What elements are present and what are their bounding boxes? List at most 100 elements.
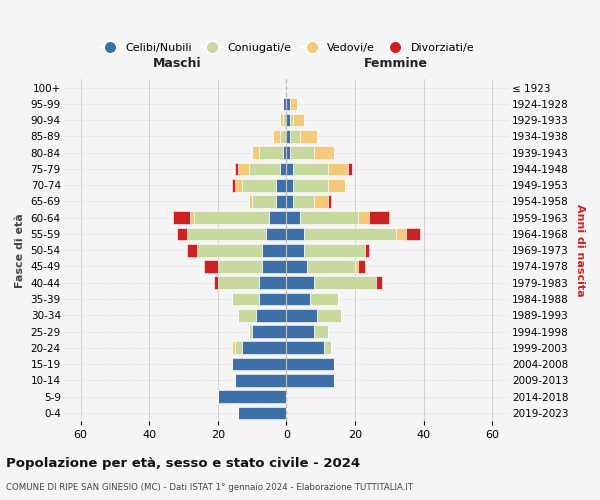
Bar bbox=[273, 130, 280, 142]
Bar bbox=[286, 244, 304, 256]
Bar bbox=[314, 276, 376, 289]
Bar bbox=[286, 260, 307, 273]
Bar bbox=[276, 179, 286, 192]
Bar bbox=[232, 292, 259, 306]
Bar bbox=[269, 212, 286, 224]
Bar bbox=[304, 228, 396, 240]
Bar bbox=[283, 98, 286, 110]
Bar bbox=[194, 212, 269, 224]
Bar bbox=[238, 162, 249, 175]
Text: Maschi: Maschi bbox=[152, 56, 201, 70]
Text: Femmine: Femmine bbox=[364, 56, 428, 70]
Bar bbox=[252, 325, 286, 338]
Bar bbox=[293, 114, 304, 126]
Bar bbox=[232, 358, 286, 370]
Bar bbox=[376, 276, 382, 289]
Text: Popolazione per età, sesso e stato civile - 2024: Popolazione per età, sesso e stato civil… bbox=[6, 458, 360, 470]
Bar bbox=[218, 260, 262, 273]
Bar bbox=[286, 325, 314, 338]
Bar bbox=[235, 374, 286, 386]
Bar bbox=[280, 130, 286, 142]
Bar bbox=[252, 146, 259, 159]
Bar bbox=[290, 98, 297, 110]
Bar bbox=[232, 342, 235, 354]
Bar bbox=[286, 179, 293, 192]
Bar bbox=[300, 212, 358, 224]
Bar bbox=[293, 162, 328, 175]
Bar bbox=[252, 195, 276, 208]
Bar bbox=[173, 212, 190, 224]
Bar bbox=[365, 244, 369, 256]
Bar bbox=[280, 162, 286, 175]
Bar bbox=[406, 228, 420, 240]
Bar bbox=[187, 244, 197, 256]
Bar bbox=[280, 114, 283, 126]
Bar bbox=[256, 309, 286, 322]
Bar bbox=[290, 146, 314, 159]
Bar bbox=[187, 228, 266, 240]
Bar bbox=[324, 342, 331, 354]
Bar bbox=[328, 195, 331, 208]
Bar bbox=[286, 162, 293, 175]
Bar bbox=[304, 244, 365, 256]
Bar bbox=[310, 292, 338, 306]
Bar bbox=[286, 195, 293, 208]
Bar bbox=[286, 98, 290, 110]
Bar bbox=[355, 260, 358, 273]
Bar bbox=[358, 212, 369, 224]
Bar bbox=[286, 342, 324, 354]
Bar bbox=[214, 276, 218, 289]
Bar bbox=[286, 309, 317, 322]
Bar bbox=[218, 276, 259, 289]
Bar bbox=[259, 292, 286, 306]
Bar bbox=[197, 244, 262, 256]
Bar bbox=[235, 162, 238, 175]
Bar bbox=[286, 146, 290, 159]
Bar bbox=[242, 179, 276, 192]
Bar bbox=[218, 390, 286, 403]
Bar bbox=[286, 358, 334, 370]
Bar bbox=[286, 114, 290, 126]
Bar bbox=[300, 130, 317, 142]
Text: COMUNE DI RIPE SAN GINESIO (MC) - Dati ISTAT 1° gennaio 2024 - Elaborazione TUTT: COMUNE DI RIPE SAN GINESIO (MC) - Dati I… bbox=[6, 483, 413, 492]
Bar bbox=[286, 228, 304, 240]
Bar bbox=[307, 260, 355, 273]
Bar bbox=[328, 162, 348, 175]
Bar bbox=[235, 179, 242, 192]
Y-axis label: Anni di nascita: Anni di nascita bbox=[575, 204, 585, 296]
Bar bbox=[238, 406, 286, 419]
Bar bbox=[177, 228, 187, 240]
Bar bbox=[290, 114, 293, 126]
Bar bbox=[314, 146, 334, 159]
Bar bbox=[358, 260, 365, 273]
Bar bbox=[293, 195, 314, 208]
Bar bbox=[286, 130, 290, 142]
Bar bbox=[262, 260, 286, 273]
Bar bbox=[317, 309, 341, 322]
Bar bbox=[314, 195, 328, 208]
Bar bbox=[290, 130, 300, 142]
Bar bbox=[396, 228, 406, 240]
Bar bbox=[235, 342, 242, 354]
Bar bbox=[283, 146, 286, 159]
Bar bbox=[249, 162, 280, 175]
Bar bbox=[259, 146, 283, 159]
Bar bbox=[286, 292, 310, 306]
Legend: Celibi/Nubili, Coniugati/e, Vedovi/e, Divorziati/e: Celibi/Nubili, Coniugati/e, Vedovi/e, Di… bbox=[97, 40, 476, 55]
Bar bbox=[262, 244, 286, 256]
Bar bbox=[242, 342, 286, 354]
Bar bbox=[283, 114, 286, 126]
Bar bbox=[259, 276, 286, 289]
Bar bbox=[249, 325, 252, 338]
Bar bbox=[249, 195, 252, 208]
Y-axis label: Fasce di età: Fasce di età bbox=[15, 213, 25, 288]
Bar bbox=[293, 179, 328, 192]
Bar bbox=[348, 162, 352, 175]
Bar bbox=[204, 260, 218, 273]
Bar bbox=[238, 309, 256, 322]
Bar bbox=[190, 212, 194, 224]
Bar bbox=[314, 325, 328, 338]
Bar bbox=[369, 212, 389, 224]
Bar bbox=[286, 374, 334, 386]
Bar bbox=[232, 179, 235, 192]
